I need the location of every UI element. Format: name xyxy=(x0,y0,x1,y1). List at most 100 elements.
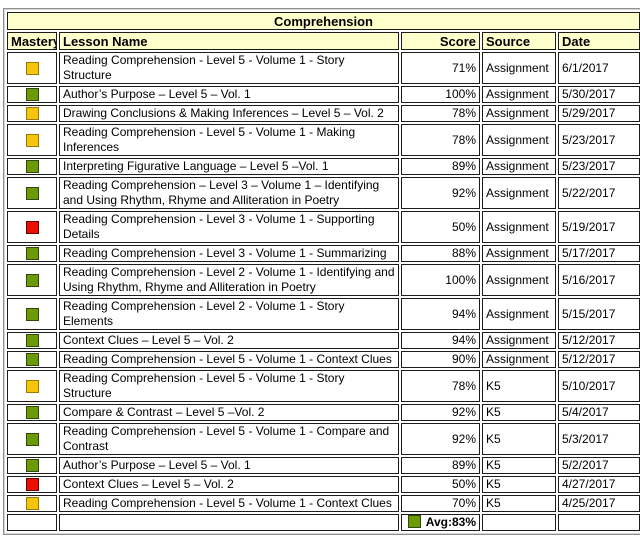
source-cell: K5 xyxy=(482,404,556,421)
table-row: Compare & Contrast – Level 5 –Vol. 2 92% K… xyxy=(7,404,640,421)
mastery-square-green xyxy=(25,334,39,348)
mastery-cell xyxy=(7,158,57,175)
avg-mastery-square xyxy=(407,515,421,529)
score-cell: 94% xyxy=(401,298,480,330)
mastery-square-red xyxy=(25,220,39,234)
mastery-square-red xyxy=(25,478,39,492)
date-cell: 5/17/2017 xyxy=(558,245,640,262)
lesson-name-cell: Interpreting Figurative Language – Level… xyxy=(59,158,399,175)
mastery-square-green xyxy=(25,186,39,200)
date-cell: 5/15/2017 xyxy=(558,298,640,330)
source-cell: Assignment xyxy=(482,298,556,330)
source-cell: Assignment xyxy=(482,332,556,349)
mastery-cell xyxy=(7,457,57,474)
mastery-cell xyxy=(7,86,57,103)
column-header-mastery: Mastery xyxy=(7,32,57,50)
table-row: Interpreting Figurative Language – Level… xyxy=(7,158,640,175)
score-cell: 88% xyxy=(401,245,480,262)
table-title: Comprehension xyxy=(7,12,640,30)
mastery-square-green xyxy=(25,88,39,102)
table-row: Reading Comprehension - Level 5 - Volume… xyxy=(7,52,640,84)
lesson-name-cell: Reading Comprehension - Level 5 - Volume… xyxy=(59,495,399,512)
table-row: Author’s Purpose – Level 5 – Vol. 1 89% K5… xyxy=(7,457,640,474)
table-row: Reading Comprehension - Level 5 - Volume… xyxy=(7,124,640,156)
lesson-name-cell: Drawing Conclusions & Making Inferences … xyxy=(59,105,399,122)
score-cell: 92% xyxy=(401,177,480,209)
mastery-square-yellow xyxy=(25,133,39,147)
mastery-cell xyxy=(7,495,57,512)
source-cell: Assignment xyxy=(482,351,556,368)
score-cell: 89% xyxy=(401,457,480,474)
date-cell: 5/30/2017 xyxy=(558,86,640,103)
date-cell: 5/23/2017 xyxy=(558,158,640,175)
mastery-square-green xyxy=(25,353,39,367)
title-row: Comprehension xyxy=(7,12,640,30)
average-score-label: Avg:83% xyxy=(425,515,476,529)
lesson-name-cell: Reading Comprehension - Level 2 - Volume… xyxy=(59,298,399,330)
table-row: Reading Comprehension - Level 5 - Volume… xyxy=(7,423,640,455)
date-cell: 5/22/2017 xyxy=(558,177,640,209)
lesson-name-cell: Reading Comprehension - Level 3 - Volume… xyxy=(59,245,399,262)
mastery-square-green xyxy=(25,459,39,473)
column-header-lesson-name: Lesson Name xyxy=(59,32,399,50)
column-header-score: Score xyxy=(401,32,480,50)
table-row: Reading Comprehension - Level 5 - Volume… xyxy=(7,351,640,368)
date-cell: 4/27/2017 xyxy=(558,476,640,493)
source-cell: Assignment xyxy=(482,177,556,209)
source-cell: Assignment xyxy=(482,52,556,84)
lesson-name-cell: Reading Comprehension - Level 5 - Volume… xyxy=(59,124,399,156)
source-cell: K5 xyxy=(482,457,556,474)
source-cell: K5 xyxy=(482,476,556,493)
average-mastery-cell xyxy=(7,514,57,531)
lesson-name-cell: Author’s Purpose – Level 5 – Vol. 1 xyxy=(59,86,399,103)
score-cell: 100% xyxy=(401,264,480,296)
table-row: Author’s Purpose – Level 5 – Vol. 1 100% A… xyxy=(7,86,640,103)
date-cell: 6/1/2017 xyxy=(558,52,640,84)
mastery-square-green xyxy=(25,307,39,321)
mastery-cell xyxy=(7,211,57,243)
score-cell: 50% xyxy=(401,211,480,243)
table-row: Reading Comprehension - Level 3 - Volume… xyxy=(7,211,640,243)
average-lesson-cell xyxy=(59,514,399,531)
source-cell: Assignment xyxy=(482,211,556,243)
date-cell: 5/12/2017 xyxy=(558,332,640,349)
date-cell: 5/4/2017 xyxy=(558,404,640,421)
table-row: Reading Comprehension - Level 5 - Volume… xyxy=(7,495,640,512)
average-source-cell xyxy=(482,514,556,531)
lesson-name-cell: Reading Comprehension – Level 3 – Volume… xyxy=(59,177,399,209)
score-cell: 94% xyxy=(401,332,480,349)
table-row: Reading Comprehension - Level 2 - Volume… xyxy=(7,298,640,330)
date-cell: 5/12/2017 xyxy=(558,351,640,368)
mastery-cell xyxy=(7,245,57,262)
date-cell: 4/25/2017 xyxy=(558,495,640,512)
table-row: Drawing Conclusions & Making Inferences … xyxy=(7,105,640,122)
mastery-square-green xyxy=(25,160,39,174)
source-cell: Assignment xyxy=(482,245,556,262)
mastery-square-green xyxy=(25,432,39,446)
column-header-row: Mastery Lesson Name Score Source Date xyxy=(7,32,640,50)
date-cell: 5/29/2017 xyxy=(558,105,640,122)
table-frame: Comprehension Mastery Lesson Name Score … xyxy=(3,8,640,535)
date-cell: 5/19/2017 xyxy=(558,211,640,243)
date-cell: 5/2/2017 xyxy=(558,457,640,474)
lesson-name-cell: Author’s Purpose – Level 5 – Vol. 1 xyxy=(59,457,399,474)
date-cell: 5/23/2017 xyxy=(558,124,640,156)
lesson-name-cell: Context Clues – Level 5 – Vol. 2 xyxy=(59,332,399,349)
source-cell: Assignment xyxy=(482,105,556,122)
lesson-name-cell: Reading Comprehension - Level 5 - Volume… xyxy=(59,370,399,402)
mastery-cell xyxy=(7,332,57,349)
score-cell: 89% xyxy=(401,158,480,175)
source-cell: Assignment xyxy=(482,264,556,296)
mastery-cell xyxy=(7,264,57,296)
score-cell: 92% xyxy=(401,423,480,455)
mastery-cell xyxy=(7,105,57,122)
score-cell: 50% xyxy=(401,476,480,493)
comprehension-report-table: Comprehension Mastery Lesson Name Score … xyxy=(4,9,640,534)
score-cell: 78% xyxy=(401,124,480,156)
average-date-cell xyxy=(558,514,640,531)
table-row: Context Clues – Level 5 – Vol. 2 94% Assig… xyxy=(7,332,640,349)
table-row: Reading Comprehension - Level 2 - Volume… xyxy=(7,264,640,296)
lesson-name-cell: Reading Comprehension - Level 2 - Volume… xyxy=(59,264,399,296)
date-cell: 5/16/2017 xyxy=(558,264,640,296)
score-cell: 92% xyxy=(401,404,480,421)
